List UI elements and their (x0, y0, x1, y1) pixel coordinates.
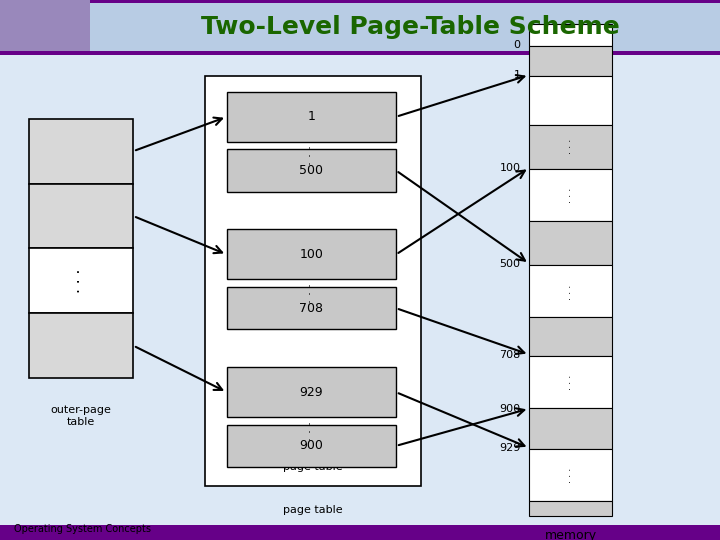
Bar (29, 248, 133, 313)
Bar (529, 316, 612, 356)
Text: 1: 1 (513, 70, 521, 80)
Bar (29, 313, 133, 378)
Text: 0: 0 (513, 40, 521, 50)
Bar (529, 408, 612, 449)
Text: page of
page table: page of page table (284, 451, 343, 472)
Bar (529, 125, 612, 169)
Text: · · ·: · · · (566, 285, 575, 300)
Text: · · ·: · · · (73, 268, 89, 293)
Bar (227, 367, 396, 417)
Bar (529, 265, 612, 316)
Text: memory: memory (544, 529, 597, 540)
Text: 500: 500 (300, 164, 323, 177)
Text: · · ·: · · · (566, 468, 575, 483)
Bar (529, 46, 612, 76)
Bar (227, 287, 396, 329)
Text: 900: 900 (300, 440, 323, 453)
Bar (529, 501, 612, 516)
Text: 100: 100 (500, 163, 521, 173)
Bar (529, 24, 612, 46)
Text: 1: 1 (307, 110, 315, 123)
Bar (205, 76, 421, 486)
Bar (529, 221, 612, 265)
Bar (529, 169, 612, 221)
Bar (529, 76, 612, 125)
Text: 900: 900 (500, 403, 521, 414)
Bar (0, 0, 720, 3)
Text: · · ·: · · · (566, 188, 575, 203)
Text: · · ·: · · · (305, 145, 318, 165)
Text: Two-Level Page-Table Scheme: Two-Level Page-Table Scheme (201, 15, 620, 39)
Bar (0, 525, 720, 540)
Bar (529, 449, 612, 501)
Bar (227, 230, 396, 280)
Text: 500: 500 (500, 259, 521, 268)
Bar (29, 184, 133, 248)
Text: · · ·: · · · (566, 139, 575, 154)
Bar (227, 424, 396, 467)
Text: · · ·: · · · (305, 421, 318, 441)
Text: · · ·: · · · (566, 374, 575, 390)
Bar (29, 119, 133, 184)
Bar (0, 51, 720, 55)
Text: 100: 100 (300, 248, 323, 261)
Text: Operating System Concepts: Operating System Concepts (14, 523, 151, 534)
Bar (529, 356, 612, 408)
Text: outer-page
table: outer-page table (50, 405, 112, 427)
Text: 929: 929 (499, 443, 521, 453)
Bar (227, 92, 396, 141)
Text: 708: 708 (300, 302, 323, 315)
Text: · · ·: · · · (305, 283, 318, 303)
Bar (227, 149, 396, 192)
Bar (0, 0, 90, 51)
Text: 708: 708 (499, 349, 521, 360)
Text: page table: page table (284, 505, 343, 515)
Text: 929: 929 (300, 386, 323, 399)
Bar (0, 0, 720, 51)
